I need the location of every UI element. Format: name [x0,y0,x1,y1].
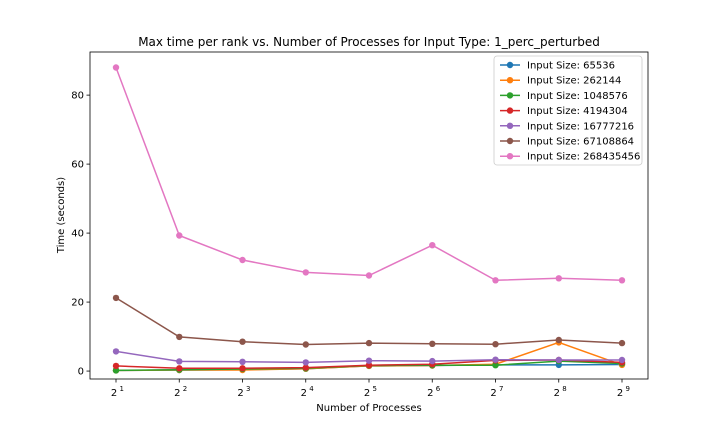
data-point [618,277,626,284]
data-point [239,358,246,365]
series-layer [112,64,626,374]
data-point [365,339,373,347]
x-tick-label: 2 [237,388,243,399]
series-7 [112,64,626,284]
chart-title: Max time per rank vs. Number of Processe… [138,35,600,49]
data-point [176,333,183,341]
x-tick-label: 2 [301,388,307,399]
data-point [429,357,436,365]
x-tick-exponent: 2 [183,385,187,393]
legend-label: Input Size: 16777216 [527,121,634,132]
x-tick-exponent: 6 [436,385,441,393]
data-point [112,64,120,71]
data-point [302,359,309,366]
data-point [239,256,246,264]
y-tick-label: 80 [71,91,84,102]
data-point [176,365,183,372]
x-tick-exponent: 5 [373,385,377,393]
legend-entry: Input Size: 4194304 [500,106,628,117]
x-tick-exponent: 1 [120,385,124,393]
data-point [429,340,436,347]
y-axis-label: Time (seconds) [56,177,67,254]
data-point [492,362,499,369]
legend-swatch-marker [506,61,514,69]
data-point [555,275,562,282]
legend-swatch-marker [506,77,514,84]
series-5 [112,348,626,366]
data-point [555,356,562,364]
x-tick-label: 2 [617,388,623,399]
x-tick-exponent: 3 [246,385,250,393]
data-point [429,242,436,249]
x-tick-label: 2 [111,388,117,399]
data-point [618,339,626,347]
data-point [176,358,183,365]
legend: Input Size: 65536 Input Size: 262144 Input… [493,55,643,166]
legend-label: Input Size: 4194304 [527,106,628,117]
data-point [112,367,120,374]
data-point [365,272,373,279]
data-point [302,341,309,348]
legend-entry: Input Size: 16777216 [500,121,634,132]
legend-label: Input Size: 1048576 [527,91,628,102]
data-point [176,232,183,239]
legend-items: Input Size: 65536 Input Size: 262144 Input… [500,61,640,163]
x-tick-exponent: 9 [626,385,630,393]
y-tick-label: 40 [71,229,84,240]
x-tick-exponent: 7 [499,385,503,393]
x-tick-label: 2 [364,388,370,399]
legend-label: Input Size: 262144 [527,76,621,87]
data-point [112,294,120,302]
legend-swatch-marker [506,153,514,160]
data-point [239,338,246,345]
data-point [239,365,246,372]
x-tick-label: 2 [174,388,180,399]
y-tick-label: 60 [71,160,84,171]
legend-label: Input Size: 67108864 [527,137,634,148]
legend-entry: Input Size: 65536 [500,61,615,72]
data-point [555,336,562,344]
legend-entry: Input Size: 262144 [500,76,621,87]
legend-entry: Input Size: 67108864 [500,137,634,148]
data-point [365,362,373,369]
data-point [365,357,373,364]
legend-entry: Input Size: 1048576 [500,91,628,102]
data-point [492,341,499,348]
x-tick-exponent: 4 [309,385,314,393]
data-point [302,269,309,276]
legend-frame [493,55,643,166]
legend-label: Input Size: 268435456 [527,152,640,163]
legend-label: Input Size: 65536 [527,61,615,72]
x-tick-label: 2 [490,388,496,399]
x-tick-label: 2 [554,388,560,399]
data-point [618,356,626,364]
data-point [112,362,120,370]
data-point [492,277,499,284]
legend-swatch-marker [506,92,514,99]
data-point [492,356,499,363]
data-point [302,364,309,371]
y-tick-label: 0 [78,367,84,378]
x-tick-exponent: 8 [562,385,566,393]
y-axis-ticks: 0 20 40 60 80 [71,91,90,378]
legend-swatch-marker [506,107,514,114]
legend-swatch-marker [506,122,514,129]
legend-entry: Input Size: 268435456 [500,152,640,163]
data-point [112,348,120,355]
series-6 [112,294,626,348]
legend-swatch-marker [506,137,514,145]
x-axis-label: Number of Processes [316,403,421,414]
x-tick-label: 2 [427,388,433,399]
y-tick-label: 20 [71,298,84,309]
